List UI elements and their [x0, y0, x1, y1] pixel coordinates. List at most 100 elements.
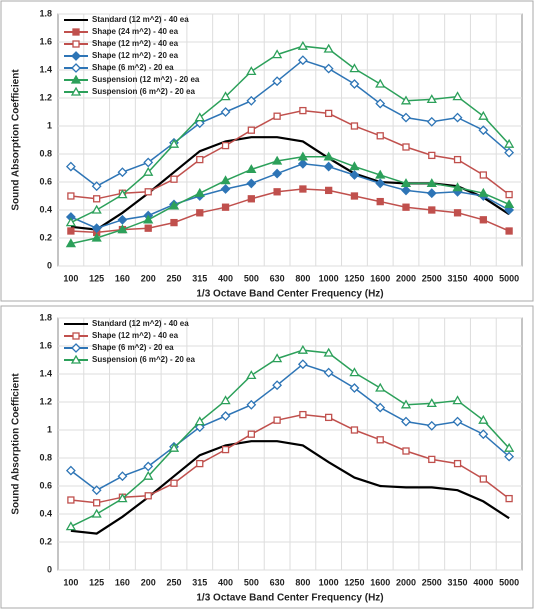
series-line: [70, 59, 510, 188]
x-tick-label: 315: [192, 273, 207, 283]
marker: [143, 157, 154, 168]
series-line: [70, 363, 510, 492]
marker: [117, 167, 128, 178]
marker: [452, 182, 463, 192]
legend-label: Shape (6 m^2) - 20 ea: [92, 343, 174, 352]
y-tick-label: 0.8: [39, 148, 52, 158]
legend-label: Shape (12 m^2) - 40 ea: [92, 331, 179, 340]
y-tick-label: 0.6: [39, 176, 52, 186]
marker: [246, 178, 257, 189]
x-tick-label: 2000: [396, 273, 416, 283]
legend-marker: [71, 343, 81, 353]
marker: [453, 209, 462, 217]
marker: [350, 192, 359, 200]
marker: [247, 126, 255, 134]
series-line: [70, 156, 510, 245]
marker: [428, 151, 436, 160]
marker: [246, 95, 257, 106]
marker: [271, 353, 283, 363]
marker: [196, 155, 204, 164]
marker: [247, 195, 255, 203]
marker: [221, 445, 230, 454]
y-tick-label: 0: [47, 260, 52, 270]
marker: [426, 420, 437, 431]
marker: [91, 223, 102, 234]
marker: [168, 442, 180, 452]
marker: [325, 413, 333, 422]
marker: [452, 91, 463, 101]
marker: [297, 40, 309, 50]
marker: [297, 151, 309, 161]
legend-marker: [72, 28, 80, 36]
marker: [194, 112, 205, 122]
marker: [401, 185, 411, 196]
x-tick-label: 160: [115, 577, 130, 587]
marker: [144, 224, 152, 232]
x-tick-label: 4000: [473, 577, 493, 587]
marker: [478, 187, 489, 197]
marker: [67, 227, 75, 235]
x-tick-label: 2000: [396, 577, 416, 587]
marker: [504, 147, 515, 158]
marker: [247, 430, 255, 438]
y-tick-label: 0.4: [39, 508, 52, 518]
marker: [426, 188, 437, 199]
marker: [452, 416, 463, 427]
marker: [168, 200, 180, 210]
marker: [194, 416, 205, 426]
series-line: [70, 440, 510, 535]
marker: [170, 218, 178, 227]
x-tick-label: 1600: [370, 577, 390, 587]
marker: [375, 382, 386, 392]
marker: [376, 132, 384, 140]
marker: [272, 168, 283, 179]
marker: [376, 197, 384, 206]
panel-border: [0, 305, 534, 609]
marker: [221, 141, 230, 150]
marker: [349, 383, 360, 393]
marker: [503, 138, 515, 148]
marker: [479, 216, 487, 224]
marker: [503, 442, 515, 452]
legend-marker: [70, 74, 82, 84]
marker: [426, 94, 437, 104]
marker: [168, 138, 180, 148]
marker: [299, 410, 307, 419]
marker: [196, 209, 204, 217]
marker: [375, 78, 386, 88]
x-tick-label: 630: [270, 273, 285, 283]
marker: [504, 451, 515, 462]
marker: [143, 166, 154, 176]
marker: [220, 184, 231, 194]
series-line: [70, 188, 510, 234]
y-tick-label: 1.8: [39, 8, 52, 18]
legend-label: Suspension (6 m^2) - 20 ea: [92, 87, 195, 96]
marker: [323, 367, 334, 378]
legend-marker: [70, 354, 82, 364]
x-axis-title: 1/3 Octave Band Center Frequency (Hz): [196, 593, 383, 604]
legend-label: Standard (12 m^2) - 40 ea: [92, 15, 189, 24]
marker: [479, 475, 487, 483]
series-line: [70, 45, 510, 224]
marker: [65, 217, 77, 227]
marker: [323, 43, 334, 53]
marker: [426, 116, 437, 127]
y-tick-label: 0: [47, 564, 52, 574]
marker: [117, 189, 128, 199]
series-line: [70, 349, 510, 528]
marker: [246, 370, 257, 380]
panel-border: [0, 0, 534, 302]
x-tick-label: 5000: [499, 577, 519, 587]
legend-label: Shape (6 m^2) - 20 ea: [92, 63, 174, 72]
marker: [325, 109, 333, 118]
marker: [170, 479, 178, 487]
marker: [400, 178, 412, 188]
series-line: [70, 109, 510, 200]
marker: [297, 158, 308, 169]
marker: [220, 175, 231, 185]
marker: [505, 190, 513, 199]
x-tick-label: 100: [63, 273, 78, 283]
marker: [143, 461, 154, 472]
